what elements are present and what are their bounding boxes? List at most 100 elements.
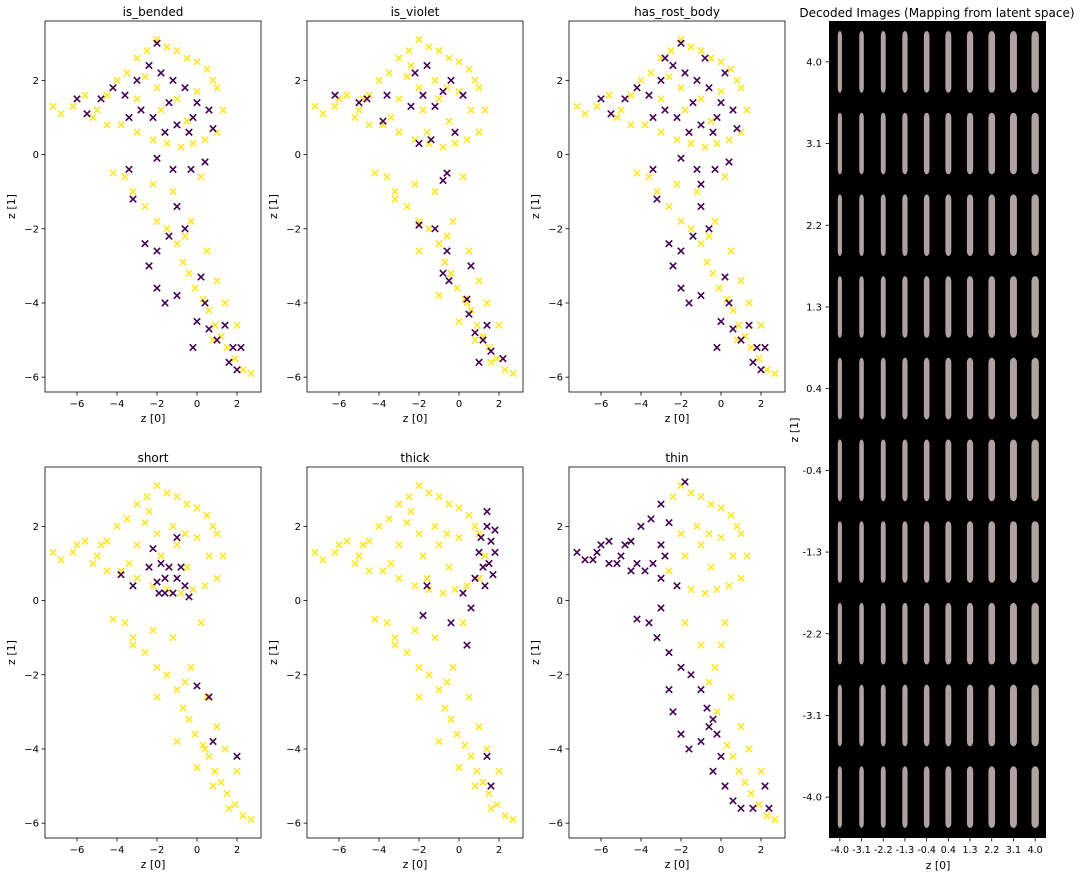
decoded-image: [1009, 112, 1017, 175]
data-point: [697, 95, 705, 103]
decoded-image: [880, 766, 886, 828]
decoded-image: [988, 521, 996, 583]
data-point: [145, 262, 153, 270]
data-point: [681, 106, 689, 114]
data-point: [157, 559, 165, 568]
data-point: [161, 574, 169, 583]
data-point: [661, 54, 669, 62]
decoded-image: [988, 684, 996, 747]
data-point: [471, 522, 479, 531]
decoded-image: [902, 766, 908, 828]
data-point: [141, 648, 149, 657]
data-point: [431, 633, 439, 642]
scatter-panel-thick: thick −6 −4 −2 0 2 −6 −4 −2 0 2 z [0] z [1]: [267, 451, 524, 871]
data-point: [689, 98, 697, 107]
data-point: [483, 299, 491, 307]
data-point: [471, 76, 479, 85]
data-point: [201, 158, 209, 166]
data-point: [481, 106, 489, 114]
data-point: [757, 767, 765, 775]
data-point: [593, 548, 601, 557]
data-point: [169, 589, 177, 597]
axes-frame: [568, 20, 786, 393]
data-point: [705, 678, 713, 686]
data-point: [191, 284, 199, 292]
data-point: [89, 559, 97, 568]
data-point: [97, 95, 105, 103]
series-1: [419, 507, 499, 790]
data-point: [483, 507, 491, 516]
y-tick-label: 0: [557, 596, 563, 607]
data-point: [727, 511, 735, 519]
decoded-image: [837, 439, 842, 502]
data-point: [707, 54, 715, 62]
data-point: [771, 369, 779, 378]
data-point: [173, 95, 181, 103]
data-point: [717, 641, 725, 649]
data-point: [189, 139, 197, 148]
data-point: [173, 574, 181, 583]
data-point: [463, 135, 471, 144]
data-point: [637, 76, 645, 85]
x-tick-label: −4: [634, 399, 649, 410]
decoded-image: [988, 439, 996, 502]
data-point: [213, 530, 221, 538]
y-tick-label: −2: [286, 224, 301, 235]
data-point: [733, 522, 741, 531]
data-point: [485, 789, 493, 798]
data-point: [163, 139, 171, 148]
data-point: [371, 169, 379, 177]
data-point: [667, 46, 675, 55]
data-point: [157, 106, 165, 114]
data-point: [149, 113, 157, 122]
data-point: [705, 224, 713, 233]
data-point: [489, 570, 497, 579]
data-point: [403, 202, 411, 211]
data-point: [665, 518, 673, 527]
decoded-image: [945, 766, 952, 828]
data-point: [697, 541, 705, 549]
y-tick-label: 2: [295, 76, 301, 87]
data-point: [113, 76, 121, 85]
data-point: [445, 563, 453, 571]
decoded-image: [1031, 357, 1039, 420]
data-point: [435, 737, 443, 746]
data-point: [665, 202, 673, 211]
decoded-image: [1031, 602, 1039, 665]
data-point: [761, 782, 769, 790]
data-point: [665, 648, 673, 657]
decoded-image: [1031, 194, 1039, 257]
data-point: [445, 276, 453, 285]
y-tick-label: 2: [33, 76, 39, 87]
data-point: [125, 165, 133, 174]
data-point: [709, 767, 717, 775]
data-point: [747, 789, 755, 798]
data-point: [475, 128, 483, 137]
data-point: [359, 541, 367, 549]
decoded-y-tick-label: 4.0: [806, 57, 822, 68]
decoded-image: [1031, 439, 1039, 502]
data-point: [467, 106, 475, 114]
data-point: [223, 789, 231, 798]
data-point: [771, 815, 779, 824]
decoded-image: [880, 439, 886, 502]
data-point: [681, 619, 689, 627]
data-point: [633, 169, 641, 177]
data-point: [109, 84, 117, 92]
data-point: [411, 180, 419, 189]
data-point: [495, 321, 503, 329]
decoded-image: [923, 276, 930, 338]
data-point: [133, 76, 141, 85]
data-point: [153, 284, 161, 292]
data-point: [205, 752, 213, 761]
data-point: [727, 65, 735, 73]
data-point: [173, 46, 181, 55]
data-point: [471, 336, 479, 344]
data-point: [641, 121, 649, 129]
data-point: [467, 604, 475, 612]
decoded-image: [1031, 684, 1039, 747]
decoded-image: [923, 112, 930, 175]
data-point: [149, 135, 157, 144]
data-point: [473, 767, 481, 775]
